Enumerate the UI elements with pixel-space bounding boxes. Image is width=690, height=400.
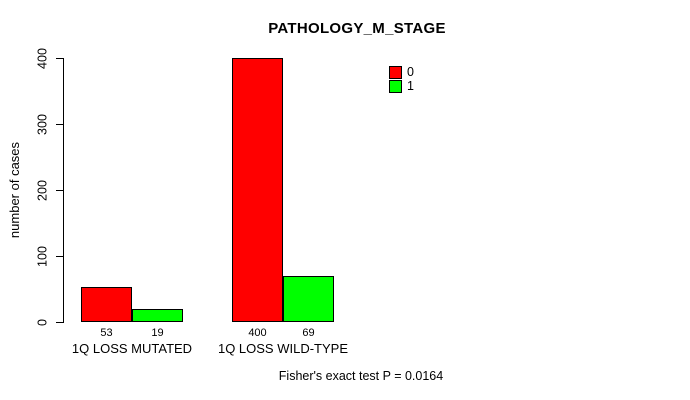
y-tick-label: 300 [35, 114, 50, 135]
statistic-caption: Fisher's exact test P = 0.0164 [278, 369, 444, 383]
x-category-label: 1Q LOSS WILD-TYPE [217, 341, 349, 356]
bar-value-label: 69 [302, 327, 315, 339]
legend-item-1: 1 [389, 80, 414, 93]
chart-title: PATHOLOGY_M_STAGE [268, 20, 446, 37]
legend-swatch-icon [389, 80, 402, 93]
y-tick-label: 0 [35, 319, 50, 326]
y-tick-mark [56, 124, 64, 125]
y-axis-label: number of cases [7, 141, 22, 239]
y-tick-label: 400 [35, 48, 50, 69]
legend-swatch-icon [389, 66, 402, 79]
bar-1q-loss-wild-type-series-1 [283, 276, 334, 322]
bar-value-label: 19 [151, 327, 164, 339]
y-tick-label: 100 [35, 246, 50, 267]
y-tick-mark [56, 256, 64, 257]
y-tick-mark [56, 322, 64, 323]
y-tick-mark [56, 58, 64, 59]
bar-value-label: 400 [248, 327, 267, 339]
bar-1q-loss-mutated-series-1 [132, 309, 183, 322]
legend-label: 1 [407, 79, 414, 93]
bar-value-label: 53 [100, 327, 113, 339]
y-tick-label: 200 [35, 180, 50, 201]
legend-label: 0 [407, 65, 414, 79]
bar-1q-loss-mutated-series-0 [81, 287, 132, 322]
x-category-label: 1Q LOSS MUTATED [71, 341, 193, 356]
y-tick-mark [56, 190, 64, 191]
legend-item-0: 0 [389, 66, 414, 79]
bar-1q-loss-wild-type-series-0 [232, 58, 283, 322]
